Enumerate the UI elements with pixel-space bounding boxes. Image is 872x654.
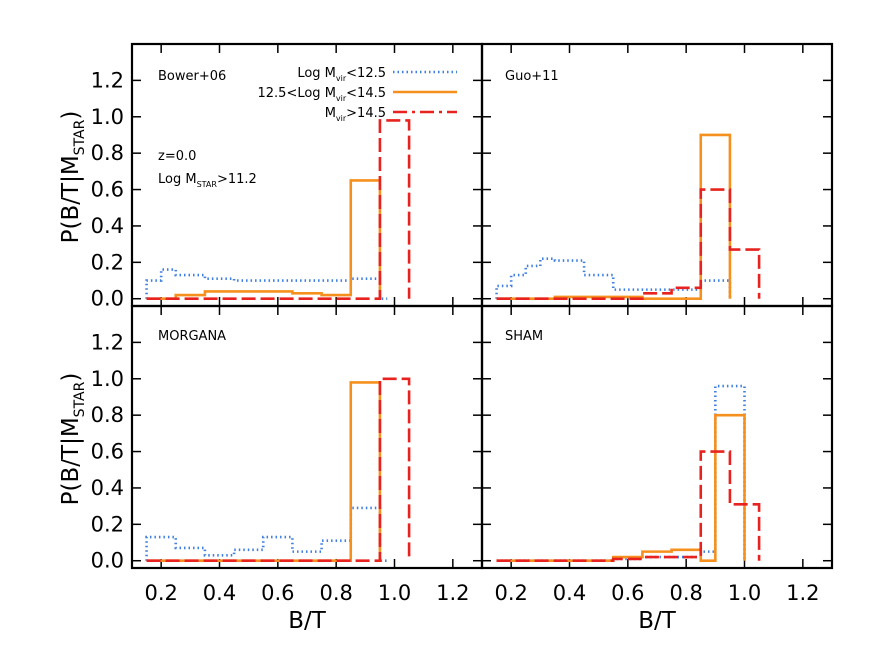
panel-label-bower: Bower+06 [158, 69, 226, 84]
series-bottom-left-0 [145, 506, 388, 563]
x-axis-title-right: B/T [638, 608, 677, 634]
legend-label-low-mass: Log Mvir<12.5 [297, 66, 386, 83]
y-tick-label: 1.0 [91, 105, 124, 129]
y-axis-title-top: P(B/T|MSTAR) [58, 111, 88, 244]
panel-frame-bottom-right [480, 304, 834, 570]
series-bottom-right-0 [496, 384, 746, 563]
series-top-left-1 [146, 179, 382, 301]
x-tick-label: 0.6 [611, 581, 644, 605]
y-tick-label: 0.6 [91, 178, 124, 202]
series-top-right-0 [495, 257, 732, 299]
panel-label-sham: SHAM [505, 329, 543, 344]
y-tick-label: 1.0 [91, 367, 124, 391]
x-tick-label: 1.0 [728, 581, 761, 605]
y-tick-label: 0.6 [91, 440, 124, 464]
x-tick-label: 0.2 [494, 581, 527, 605]
x-tick-label: 1.0 [378, 581, 411, 605]
series-bottom-left-2 [146, 377, 411, 563]
mass-cut-annotation: Log MSTAR>11.2 [158, 172, 257, 189]
x-tick-label: 0.8 [669, 581, 702, 605]
series-layer [145, 119, 761, 563]
panel-label-morgana: MORGANA [158, 329, 226, 344]
x-tick-label: 1.2 [786, 581, 819, 605]
x-tick-label: 0.6 [261, 581, 294, 605]
x-tick-label: 0.4 [203, 581, 236, 605]
series-top-right-2 [496, 188, 761, 301]
legend-label-mid-mass: 12.5<Log Mvir<14.5 [258, 86, 387, 103]
y-tick-label: 1.2 [91, 68, 124, 92]
x-axis-title-left: B/T [288, 608, 327, 634]
x-tick-label: 1.2 [436, 581, 469, 605]
panel-label-guo: Guo+11 [505, 69, 559, 84]
x-tick-label: 0.8 [319, 581, 352, 605]
ticks-layer: 0.0 0.2 0.4 0.6 0.8 1.0 1.2 0.0 0.2 0.4 0.6 0.8 1.0 1… [91, 44, 832, 605]
x-tick-label: 0.2 [144, 581, 177, 605]
y-tick-label: 0.8 [91, 141, 124, 165]
redshift-annotation: z=0.0 [158, 149, 196, 164]
y-tick-label: 0.4 [91, 214, 124, 238]
x-tick-label: 0.4 [553, 581, 586, 605]
series-bottom-left-1 [146, 381, 382, 563]
series-bottom-right-1 [496, 413, 746, 563]
series-bottom-right-2 [496, 450, 761, 563]
legend-label-high-mass: Mvir>14.5 [325, 106, 386, 123]
y-tick-label: 0.0 [91, 549, 124, 573]
y-tick-label: 0.2 [91, 250, 124, 274]
y-tick-label: 0.8 [91, 403, 124, 427]
legend: Log Mvir<12.5 12.5<Log Mvir<14.5 Mvir>14… [258, 66, 457, 123]
y-tick-label: 1.2 [91, 330, 124, 354]
series-top-left-0 [145, 268, 388, 301]
panel-frame-bottom-left [130, 304, 484, 570]
series-top-left-2 [146, 119, 411, 301]
series-top-right-1 [496, 133, 732, 301]
y-tick-label: 0.4 [91, 476, 124, 500]
y-tick-label: 0.2 [91, 512, 124, 536]
y-tick-label: 0.0 [91, 287, 124, 311]
y-axis-title-bottom: P(B/T|MSTAR) [58, 373, 88, 506]
